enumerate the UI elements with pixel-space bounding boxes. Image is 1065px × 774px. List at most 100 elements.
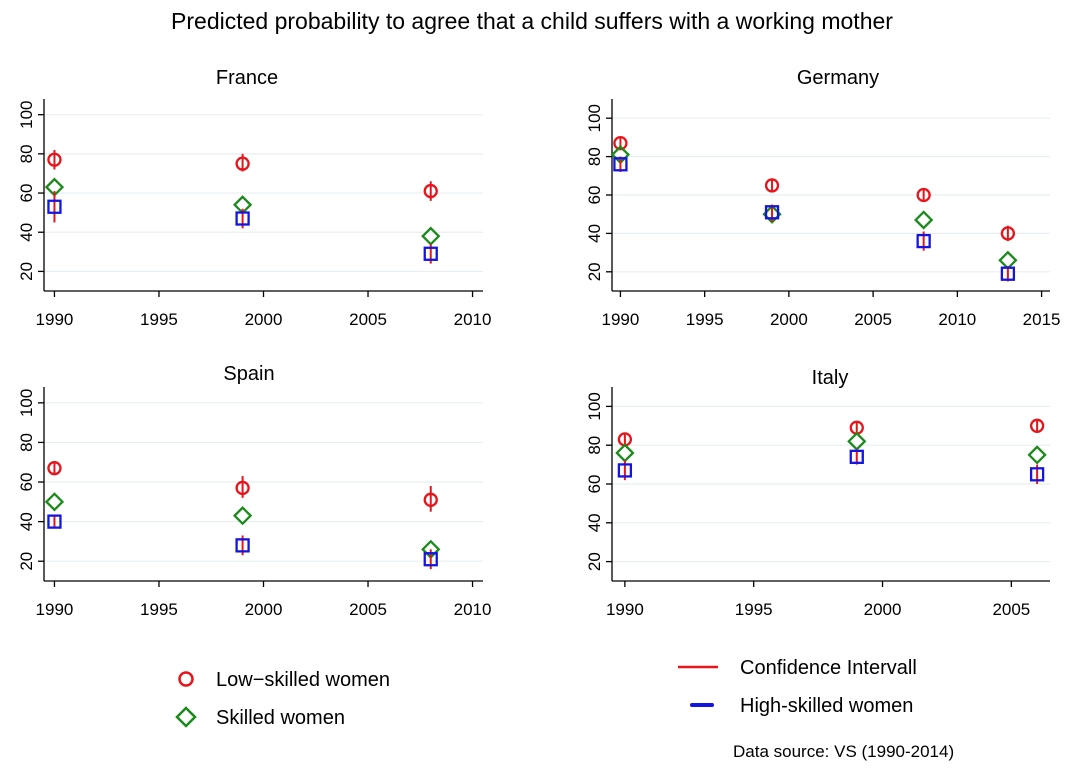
skilled-point [847, 431, 867, 451]
series-square [47, 191, 438, 264]
y-tick-label: 80 [17, 433, 36, 452]
y-tick-label: 40 [585, 513, 604, 532]
y-tick-label: 20 [585, 552, 604, 571]
y-tick-label: 20 [17, 262, 36, 281]
high-skilled-point [617, 463, 633, 478]
source-note: Data source: VS (1990-2014) [733, 742, 954, 761]
y-tick-label: 100 [585, 392, 604, 420]
low-skilled-point [423, 183, 438, 199]
x-tick-label: 2005 [992, 600, 1030, 619]
x-tick-label: 2005 [349, 310, 387, 329]
series-square [613, 156, 1016, 282]
y-tick-label: 60 [585, 475, 604, 494]
legend-item-skilled: Skilled women [175, 706, 345, 729]
low-skilled-point [613, 136, 628, 151]
skilled-point [615, 443, 635, 463]
legend-item-confidence-interval: Confidence Intervall [678, 657, 917, 679]
high-skilled-point [235, 538, 250, 553]
panel-title: Spain [223, 363, 274, 385]
high-skilled-point [613, 157, 628, 172]
legend-item-high-skilled: High-skilled women [690, 695, 913, 717]
skilled-point [44, 492, 65, 512]
panel-france: France 20 40 60 80 100 1990 1995 2000 2005 2010 [17, 67, 491, 329]
low-skilled-point [1000, 226, 1016, 241]
x-tick-label: 1995 [140, 600, 178, 619]
x-tick-label: 1995 [686, 310, 724, 329]
y-tick-label: 40 [585, 224, 604, 243]
y-tick-label: 20 [17, 552, 36, 571]
skilled-point [232, 506, 253, 526]
y-tick-label: 60 [585, 186, 604, 205]
x-tick-label: 2000 [770, 310, 808, 329]
series-square [617, 449, 1045, 484]
low-skilled-point [47, 152, 62, 167]
y-tick-label: 40 [17, 223, 36, 242]
x-tick-label: 2005 [854, 310, 892, 329]
panel-germany: Germany 20 40 60 80 100 1990 1995 2000 2005 2010 20… [585, 67, 1060, 329]
x-tick-label: 1995 [140, 310, 178, 329]
x-tick-label: 2000 [245, 310, 283, 329]
legend-diamond-marker [175, 706, 197, 728]
series-circle [47, 461, 438, 512]
skilled-point [421, 226, 441, 246]
low-skilled-point [235, 480, 250, 496]
panel-italy: Italy 20 40 60 80 100 1990 1995 2000 2005 [585, 367, 1050, 619]
x-tick-label: 1990 [602, 310, 640, 329]
x-tick-label: 2015 [1023, 310, 1061, 329]
x-tick-label: 1990 [36, 310, 74, 329]
x-tick-label: 2005 [349, 600, 387, 619]
series-square [47, 514, 438, 570]
low-skilled-point [764, 178, 780, 193]
high-skilled-point [916, 233, 931, 249]
high-skilled-point [235, 211, 250, 226]
x-tick-label: 2010 [454, 310, 492, 329]
low-skilled-point [47, 461, 62, 476]
legend-label-low-skilled: Low−skilled women [216, 669, 390, 691]
legend-circle-marker [178, 671, 194, 687]
x-tick-label: 2010 [938, 310, 976, 329]
x-tick-label: 1990 [36, 600, 74, 619]
series-circle [47, 149, 438, 201]
high-skilled-point [47, 514, 62, 529]
x-tick-label: 2000 [245, 600, 283, 619]
y-tick-label: 80 [585, 147, 604, 166]
panel-title: Germany [797, 67, 879, 89]
high-skilled-point [849, 449, 864, 464]
high-skilled-point [423, 552, 438, 567]
y-tick-label: 60 [17, 184, 36, 203]
high-skilled-point [423, 246, 438, 261]
low-skilled-point [916, 187, 931, 203]
series-diamond [615, 431, 1047, 465]
low-skilled-point [1029, 418, 1045, 433]
high-skilled-point [1000, 266, 1016, 281]
skilled-point [1027, 445, 1047, 465]
series-circle [617, 418, 1045, 447]
y-tick-label: 100 [17, 100, 36, 128]
legend-label-confidence-interval: Confidence Intervall [740, 657, 917, 679]
high-skilled-point [764, 205, 780, 220]
x-tick-label: 2010 [454, 600, 492, 619]
legend-label-high-skilled: High-skilled women [740, 695, 913, 717]
skilled-point [998, 250, 1018, 270]
panel-title: Italy [812, 367, 849, 389]
y-tick-label: 80 [17, 144, 36, 163]
high-skilled-point [1029, 467, 1045, 482]
high-skilled-point [47, 199, 62, 214]
y-tick-label: 20 [585, 262, 604, 281]
series-diamond [610, 145, 1018, 270]
x-tick-label: 1995 [735, 600, 773, 619]
y-tick-label: 80 [585, 436, 604, 455]
y-tick-label: 60 [17, 473, 36, 492]
panel-spain: Spain 20 40 60 80 100 1990 1995 2000 2005 2010 [17, 363, 491, 619]
low-skilled-point [423, 492, 438, 507]
skilled-point [914, 210, 934, 230]
y-tick-label: 100 [585, 104, 604, 132]
series-circle [613, 136, 1016, 242]
y-tick-label: 100 [17, 389, 36, 417]
x-tick-label: 1990 [606, 600, 644, 619]
low-skilled-point [235, 156, 250, 171]
x-tick-label: 2000 [864, 600, 902, 619]
